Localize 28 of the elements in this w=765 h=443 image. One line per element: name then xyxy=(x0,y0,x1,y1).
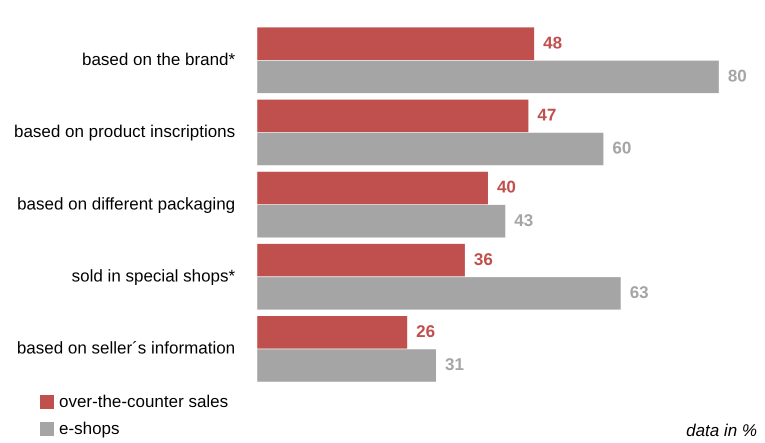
bar xyxy=(257,27,534,60)
bar xyxy=(257,277,621,310)
data-label: 80 xyxy=(728,66,747,86)
bar xyxy=(257,244,465,276)
legend-label: e-shops xyxy=(59,418,120,438)
y-tick-label: based on different packaging xyxy=(17,194,236,214)
data-label: 63 xyxy=(630,283,649,302)
y-tick-label: based on product inscriptions xyxy=(14,122,236,142)
bar xyxy=(257,204,506,238)
bar xyxy=(257,132,604,166)
y-tick-label: based on seller´s information xyxy=(16,338,236,358)
data-label: 43 xyxy=(514,210,534,230)
data-label: 26 xyxy=(416,322,436,342)
bar xyxy=(257,60,719,94)
text: data in % xyxy=(686,421,757,441)
bar xyxy=(257,172,488,204)
data-label: 60 xyxy=(612,138,632,158)
data-label: 48 xyxy=(543,33,562,52)
bar xyxy=(257,100,528,132)
legend-label: over-the-counter sales xyxy=(59,392,228,412)
data-label: 31 xyxy=(445,355,464,374)
data-label: 36 xyxy=(474,250,493,269)
y-tick-label: sold in special shops* xyxy=(72,266,236,286)
data-label: 40 xyxy=(496,178,516,197)
data-label: 47 xyxy=(537,106,556,125)
bar xyxy=(257,316,408,349)
bar xyxy=(257,349,436,382)
y-tick-label: based on the brand* xyxy=(82,50,236,69)
